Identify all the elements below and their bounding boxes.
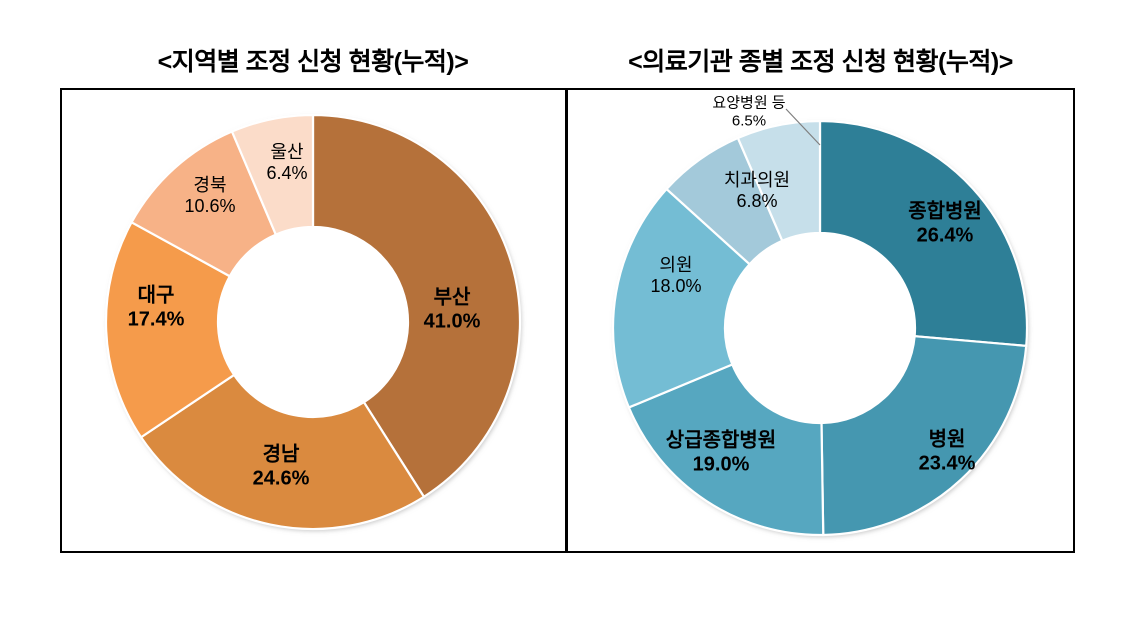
donut-chart-institution: [611, 108, 1029, 537]
pie-slice[interactable]: [230, 113, 315, 237]
donut-hole: [218, 227, 408, 417]
chart-title-right: <의료기관 종별 조정 신청 현황(누적)>: [628, 48, 1013, 76]
leader-line: [785, 108, 821, 146]
chart-title-left: <지역별 조정 신청 현황(누적)>: [157, 48, 469, 76]
donut-hole: [725, 233, 915, 423]
